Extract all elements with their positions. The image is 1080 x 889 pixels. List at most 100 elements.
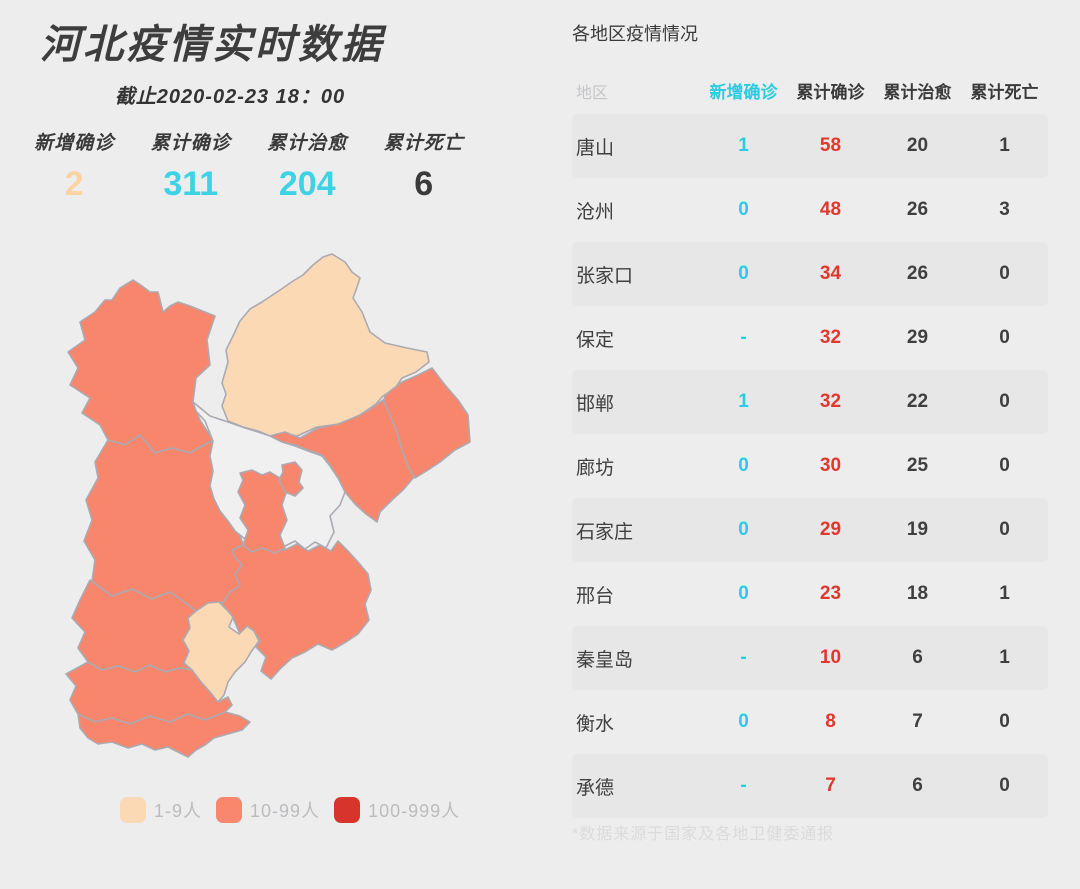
cell-total-deaths: 0 [999, 455, 1010, 476]
cell-new-confirmed: - [740, 775, 747, 796]
cell-total-cured: 20 [906, 135, 929, 156]
stat-value: 6 [414, 165, 434, 203]
cell-region: 石家庄 [576, 521, 634, 543]
cell-new-confirmed: 1 [738, 391, 749, 412]
legend-item-mid: 10-99人 [216, 797, 320, 823]
legend-item-low: 1-9人 [120, 797, 202, 823]
cell-region: 邢台 [576, 585, 615, 607]
cell-total-cured: 7 [912, 711, 923, 732]
table-row: 衡水 0 8 7 0 [572, 690, 1048, 754]
stat-total-confirmed: 累计确诊 311 [133, 128, 250, 201]
stat-label: 累计死亡 [383, 133, 464, 154]
cell-new-confirmed: 0 [738, 519, 749, 540]
table-row: 承德 - 7 6 0 [572, 754, 1048, 818]
map-region-zhangjiakou[interactable] [67, 279, 216, 454]
col-header-total-deaths: 累计死亡 [970, 83, 1039, 102]
cell-total-confirmed: 48 [819, 199, 842, 220]
cell-region: 张家口 [576, 265, 634, 287]
table-title: 各地区疫情情况 [572, 24, 698, 44]
cell-region: 廊坊 [576, 457, 615, 479]
table-row: 沧州 0 48 26 3 [572, 178, 1048, 242]
table-row: 廊坊 0 30 25 0 [572, 434, 1048, 498]
legend-label: 1-9人 [154, 801, 203, 821]
table-row: 张家口 0 34 26 0 [572, 242, 1048, 306]
cell-region: 衡水 [576, 713, 615, 735]
legend-swatch-mid [216, 797, 243, 823]
cell-region: 保定 [576, 329, 615, 351]
cell-new-confirmed: 0 [738, 583, 749, 604]
cell-total-cured: 25 [906, 455, 929, 476]
cell-total-confirmed: 34 [819, 263, 842, 284]
summary-stats: 新增确诊 2 累计确诊 311 累计治愈 204 累计死亡 6 [16, 128, 482, 201]
cell-total-cured: 6 [912, 775, 923, 796]
cell-new-confirmed: 0 [738, 711, 749, 732]
table-row: 石家庄 0 29 19 0 [572, 498, 1048, 562]
map-region-langfang-main[interactable] [237, 469, 288, 554]
cell-total-cured: 26 [906, 263, 929, 284]
cell-total-deaths: 0 [999, 775, 1010, 796]
cell-total-confirmed: 10 [819, 647, 842, 668]
legend-swatch-low [120, 797, 146, 823]
map-region-handan[interactable] [77, 711, 251, 758]
cell-total-confirmed: 8 [825, 711, 836, 732]
cell-total-cured: 19 [906, 519, 929, 540]
legend-swatch-high [334, 797, 361, 823]
legend-label: 100-999人 [368, 801, 461, 821]
col-header-total-cured: 累计治愈 [883, 83, 952, 102]
cell-total-cured: 26 [906, 199, 929, 220]
cell-total-deaths: 3 [999, 199, 1010, 220]
cell-new-confirmed: - [740, 327, 747, 348]
cell-new-confirmed: 0 [738, 263, 749, 284]
legend-item-high: 100-999人 [334, 797, 460, 823]
cell-total-deaths: 1 [999, 135, 1010, 156]
table-row: 唐山 1 58 20 1 [572, 114, 1048, 178]
stat-value: 2 [64, 165, 84, 203]
cell-total-confirmed: 32 [819, 391, 842, 412]
cell-total-confirmed: 23 [819, 583, 842, 604]
cell-region: 邯郸 [576, 393, 615, 415]
stat-value: 311 [163, 165, 219, 203]
cell-total-deaths: 0 [999, 391, 1010, 412]
table-header: 地区 新增确诊 累计确诊 累计治愈 累计死亡 [572, 78, 1048, 103]
cell-total-confirmed: 58 [819, 135, 842, 156]
map-region-hengshui[interactable] [182, 601, 260, 703]
cell-total-deaths: 1 [999, 583, 1010, 604]
table-body: 唐山 1 58 20 1 沧州 0 48 26 3 张家口 0 34 26 0 … [572, 114, 1048, 818]
col-header-new-confirmed: 新增确诊 [709, 83, 778, 102]
page-title: 河北疫情实时数据 [40, 23, 384, 67]
cell-total-confirmed: 7 [825, 775, 836, 796]
cell-region: 秦皇岛 [576, 649, 634, 671]
cell-total-confirmed: 32 [819, 327, 842, 348]
table-row: 保定 - 32 29 0 [572, 306, 1048, 370]
legend-label: 10-99人 [250, 801, 321, 821]
stat-new-confirmed: 新增确诊 2 [16, 128, 133, 201]
col-header-total-confirmed: 累计确诊 [796, 83, 865, 102]
cell-new-confirmed: 1 [738, 135, 749, 156]
cell-total-deaths: 0 [999, 519, 1010, 540]
cell-region: 唐山 [576, 137, 615, 159]
cell-total-cured: 29 [906, 327, 929, 348]
cell-new-confirmed: 0 [738, 199, 749, 220]
cell-total-deaths: 0 [999, 327, 1010, 348]
table-row: 邯郸 1 32 22 0 [572, 370, 1048, 434]
region-table-panel: 各地区疫情情况 地区 新增确诊 累计确诊 累计治愈 累计死亡 唐山 1 58 2… [572, 20, 1048, 843]
cell-new-confirmed: - [740, 647, 747, 668]
stat-total-cured: 累计治愈 204 [249, 128, 366, 201]
cell-total-deaths: 0 [999, 263, 1010, 284]
stat-total-deaths: 累计死亡 6 [366, 128, 483, 201]
cell-new-confirmed: 0 [738, 455, 749, 476]
hebei-choropleth-map [65, 253, 471, 758]
data-source-footnote: *数据来源于国家及各地卫健委通报 [572, 826, 835, 843]
map-legend: 1-9人 10-99人 100-999人 [120, 797, 474, 823]
cell-region: 承德 [576, 777, 615, 799]
cell-total-deaths: 0 [999, 711, 1010, 732]
cell-total-cured: 6 [912, 647, 923, 668]
stat-value: 204 [278, 165, 336, 203]
stat-label: 新增确诊 [34, 133, 115, 154]
cell-total-cured: 22 [906, 391, 929, 412]
map-region-langfang-exclave[interactable] [278, 461, 304, 497]
stat-label: 累计治愈 [267, 133, 348, 154]
cell-total-cured: 18 [906, 583, 929, 604]
as-of-timestamp: 截止2020-02-23 18：00 [114, 86, 346, 108]
table-row: 秦皇岛 - 10 6 1 [572, 626, 1048, 690]
